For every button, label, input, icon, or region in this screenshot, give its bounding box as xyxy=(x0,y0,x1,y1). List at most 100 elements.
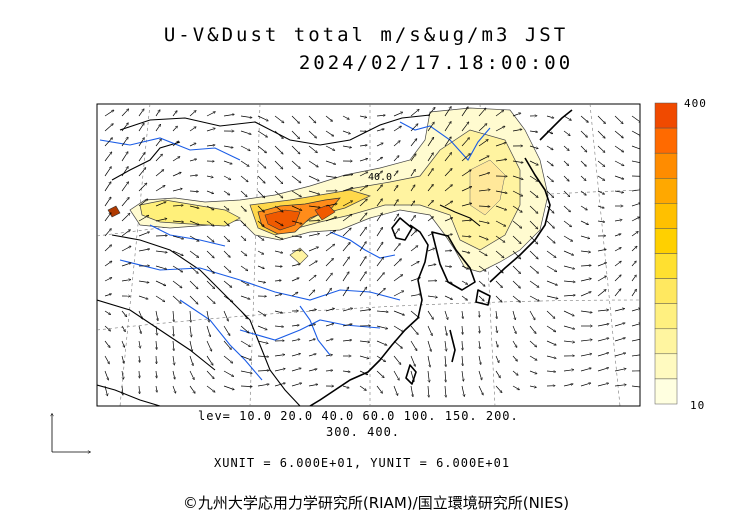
wind-arrow xyxy=(495,280,502,287)
wind-arrow xyxy=(189,370,194,379)
wind-arrow xyxy=(308,261,317,267)
wind-arrow xyxy=(104,197,111,207)
wind-arrow xyxy=(240,355,251,360)
wind-arrow xyxy=(206,340,212,351)
wind-arrow xyxy=(240,235,246,240)
wind-arrow xyxy=(274,205,283,212)
wind-arrow xyxy=(427,340,431,351)
wind-arrow xyxy=(274,326,283,327)
wind-arrow xyxy=(563,341,574,342)
wind-arrow xyxy=(359,310,370,312)
wind-arrow xyxy=(393,141,400,147)
wind-arrow xyxy=(546,295,558,299)
wind-arrow xyxy=(291,250,301,251)
wind-arrow xyxy=(563,325,574,329)
wind-arrow xyxy=(512,250,521,259)
wind-arrow xyxy=(376,157,382,162)
wind-arrow xyxy=(342,324,352,327)
wind-arrow xyxy=(173,355,174,365)
wind-arrow xyxy=(291,115,299,123)
wind-arrow xyxy=(597,383,608,387)
wind-arrow xyxy=(104,167,111,177)
wind-arrow xyxy=(359,287,367,297)
wind-arrow xyxy=(597,276,606,282)
wind-arrow xyxy=(359,257,366,267)
wind-arrow xyxy=(614,369,626,372)
wind-arrow xyxy=(478,124,487,132)
wind-arrow xyxy=(206,250,214,258)
wind-arrow xyxy=(563,175,569,181)
wind-arrow xyxy=(223,205,229,210)
wind-arrow xyxy=(478,140,488,147)
wind-arrow xyxy=(172,111,177,117)
wind-arrow xyxy=(155,250,167,252)
wind-arrow xyxy=(274,294,282,297)
wind-arrow xyxy=(580,354,592,357)
wind-arrow xyxy=(325,309,334,312)
wind-arrow xyxy=(563,281,575,282)
wind-arrow xyxy=(104,110,114,117)
wind-arrow xyxy=(529,250,538,259)
wind-arrow xyxy=(461,170,471,177)
wind-arrow xyxy=(580,205,587,210)
wind-arrow xyxy=(495,126,505,132)
wind-arrow xyxy=(274,310,282,313)
wind-arrow xyxy=(376,242,383,252)
wind-arrow xyxy=(478,108,486,117)
wind-arrow xyxy=(614,289,621,297)
wind-arrow xyxy=(257,220,264,226)
wind-arrow xyxy=(546,371,555,372)
wind-arrow xyxy=(376,257,383,267)
scale-swatch xyxy=(654,378,678,405)
wind-arrow xyxy=(393,370,399,380)
wind-arrow xyxy=(139,340,140,348)
wind-arrow xyxy=(359,145,367,146)
wind-arrow xyxy=(529,220,538,229)
wind-arrow xyxy=(461,295,467,300)
wind-arrow xyxy=(155,110,160,117)
wind-arrow xyxy=(478,385,483,395)
wind-arrow xyxy=(444,266,451,267)
wind-arrow xyxy=(291,145,300,154)
wind-arrow xyxy=(410,294,421,297)
wind-arrow xyxy=(512,370,518,375)
wind-arrow xyxy=(546,175,553,182)
wind-arrow xyxy=(614,338,625,342)
wind-arrow xyxy=(376,355,385,362)
wind-arrow xyxy=(189,159,196,162)
wind-arrow xyxy=(444,310,448,319)
wind-arrow xyxy=(121,325,125,331)
wind-arrow xyxy=(308,190,320,194)
wind-arrow xyxy=(240,386,252,387)
borders xyxy=(97,114,481,406)
wind-arrow xyxy=(529,235,538,244)
wind-arrow xyxy=(546,190,553,197)
wind-arrow xyxy=(240,310,247,319)
wind-arrow xyxy=(376,199,382,207)
scale-min-label: 10 xyxy=(690,399,706,412)
wind-arrow xyxy=(206,176,213,177)
wind-arrow xyxy=(444,153,451,162)
wind-arrow xyxy=(495,205,506,210)
wind-arrow xyxy=(512,385,519,390)
wind-arrow xyxy=(156,325,157,335)
wind-arrow xyxy=(393,310,404,315)
wind-arrow xyxy=(325,288,331,297)
wind-arrow xyxy=(172,173,181,177)
wind-arrow xyxy=(631,160,640,163)
wind-arrow xyxy=(172,157,180,162)
wind-arrow xyxy=(308,145,317,153)
wind-arrow xyxy=(393,200,398,207)
wind-arrow xyxy=(495,355,499,362)
wind-arrow xyxy=(495,143,506,147)
wind-arrow xyxy=(461,154,470,162)
wind-arrow xyxy=(614,130,623,138)
wind-arrow xyxy=(597,338,609,342)
wind-arrow xyxy=(291,383,301,387)
wind-arrow xyxy=(223,280,232,287)
wind-arrow xyxy=(121,182,128,192)
map-title: U-V&Dust total m/s&ug/m3 JST xyxy=(163,24,569,46)
wind-arrow xyxy=(240,160,249,166)
wind-arrow xyxy=(410,170,415,177)
wind-arrow xyxy=(359,213,367,222)
